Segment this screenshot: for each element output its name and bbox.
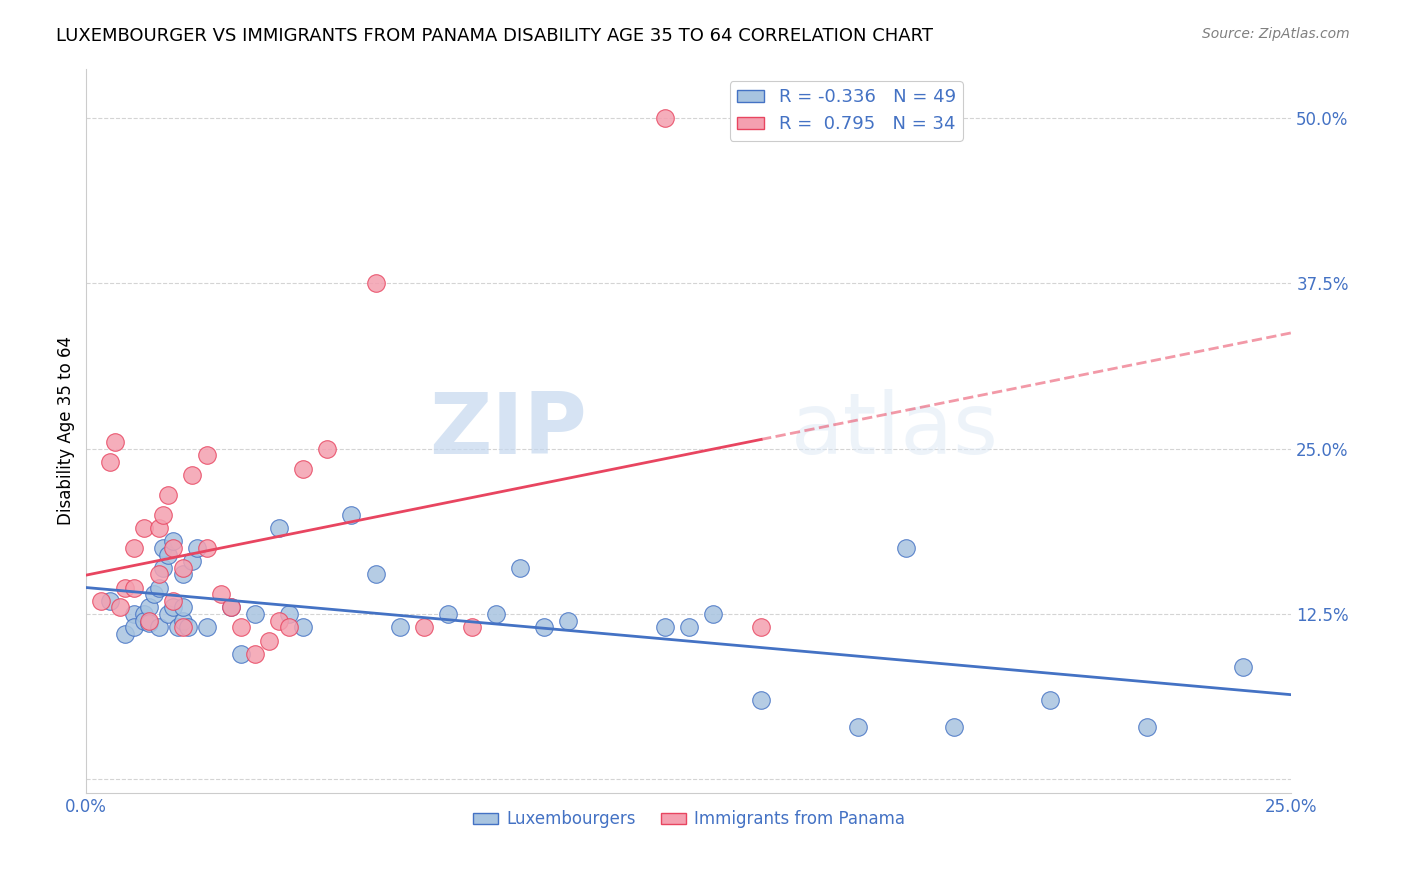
- Point: [364, 567, 387, 582]
- Point: [412, 620, 434, 634]
- Point: [702, 607, 724, 621]
- Point: [108, 600, 131, 615]
- Point: [162, 541, 184, 555]
- Point: [114, 627, 136, 641]
- Point: [1039, 693, 1062, 707]
- Y-axis label: Disability Age 35 to 64: Disability Age 35 to 64: [58, 336, 75, 525]
- Point: [172, 614, 194, 628]
- Point: [195, 541, 218, 555]
- Text: atlas: atlas: [792, 389, 1000, 472]
- Point: [172, 600, 194, 615]
- Point: [157, 488, 180, 502]
- Point: [219, 600, 242, 615]
- Point: [557, 614, 579, 628]
- Point: [654, 620, 676, 634]
- Point: [749, 620, 772, 634]
- Point: [181, 554, 204, 568]
- Text: LUXEMBOURGER VS IMMIGRANTS FROM PANAMA DISABILITY AGE 35 TO 64 CORRELATION CHART: LUXEMBOURGER VS IMMIGRANTS FROM PANAMA D…: [56, 27, 934, 45]
- Point: [229, 620, 252, 634]
- Point: [100, 594, 122, 608]
- Point: [195, 620, 218, 634]
- Point: [243, 607, 266, 621]
- Point: [461, 620, 484, 634]
- Point: [364, 277, 387, 291]
- Point: [509, 561, 531, 575]
- Point: [176, 620, 198, 634]
- Point: [148, 521, 170, 535]
- Point: [316, 442, 339, 456]
- Point: [277, 620, 299, 634]
- Point: [138, 616, 160, 631]
- Point: [152, 561, 174, 575]
- Point: [749, 693, 772, 707]
- Legend: Luxembourgers, Immigrants from Panama: Luxembourgers, Immigrants from Panama: [465, 804, 911, 835]
- Point: [124, 581, 146, 595]
- Text: ZIP: ZIP: [429, 389, 586, 472]
- Point: [90, 594, 112, 608]
- Point: [148, 620, 170, 634]
- Point: [894, 541, 917, 555]
- Point: [114, 581, 136, 595]
- Point: [1136, 719, 1159, 733]
- Point: [292, 620, 315, 634]
- Point: [259, 633, 281, 648]
- Point: [269, 521, 291, 535]
- Point: [162, 600, 184, 615]
- Point: [388, 620, 411, 634]
- Point: [269, 614, 291, 628]
- Point: [186, 541, 208, 555]
- Point: [124, 541, 146, 555]
- Point: [243, 647, 266, 661]
- Point: [277, 607, 299, 621]
- Point: [678, 620, 700, 634]
- Point: [148, 567, 170, 582]
- Point: [100, 455, 122, 469]
- Point: [162, 534, 184, 549]
- Point: [124, 620, 146, 634]
- Point: [209, 587, 232, 601]
- Point: [152, 541, 174, 555]
- Point: [134, 614, 156, 628]
- Point: [533, 620, 555, 634]
- Point: [229, 647, 252, 661]
- Point: [942, 719, 965, 733]
- Point: [292, 461, 315, 475]
- Point: [172, 561, 194, 575]
- Point: [157, 607, 180, 621]
- Point: [134, 521, 156, 535]
- Text: Source: ZipAtlas.com: Source: ZipAtlas.com: [1202, 27, 1350, 41]
- Point: [846, 719, 869, 733]
- Point: [162, 594, 184, 608]
- Point: [1232, 660, 1254, 674]
- Point: [219, 600, 242, 615]
- Point: [157, 548, 180, 562]
- Point: [181, 468, 204, 483]
- Point: [485, 607, 508, 621]
- Point: [654, 111, 676, 125]
- Point: [152, 508, 174, 522]
- Point: [436, 607, 458, 621]
- Point: [142, 587, 165, 601]
- Point: [104, 435, 127, 450]
- Point: [172, 567, 194, 582]
- Point: [134, 607, 156, 621]
- Point: [138, 614, 160, 628]
- Point: [167, 620, 190, 634]
- Point: [195, 449, 218, 463]
- Point: [172, 620, 194, 634]
- Point: [124, 607, 146, 621]
- Point: [138, 600, 160, 615]
- Point: [148, 581, 170, 595]
- Point: [340, 508, 363, 522]
